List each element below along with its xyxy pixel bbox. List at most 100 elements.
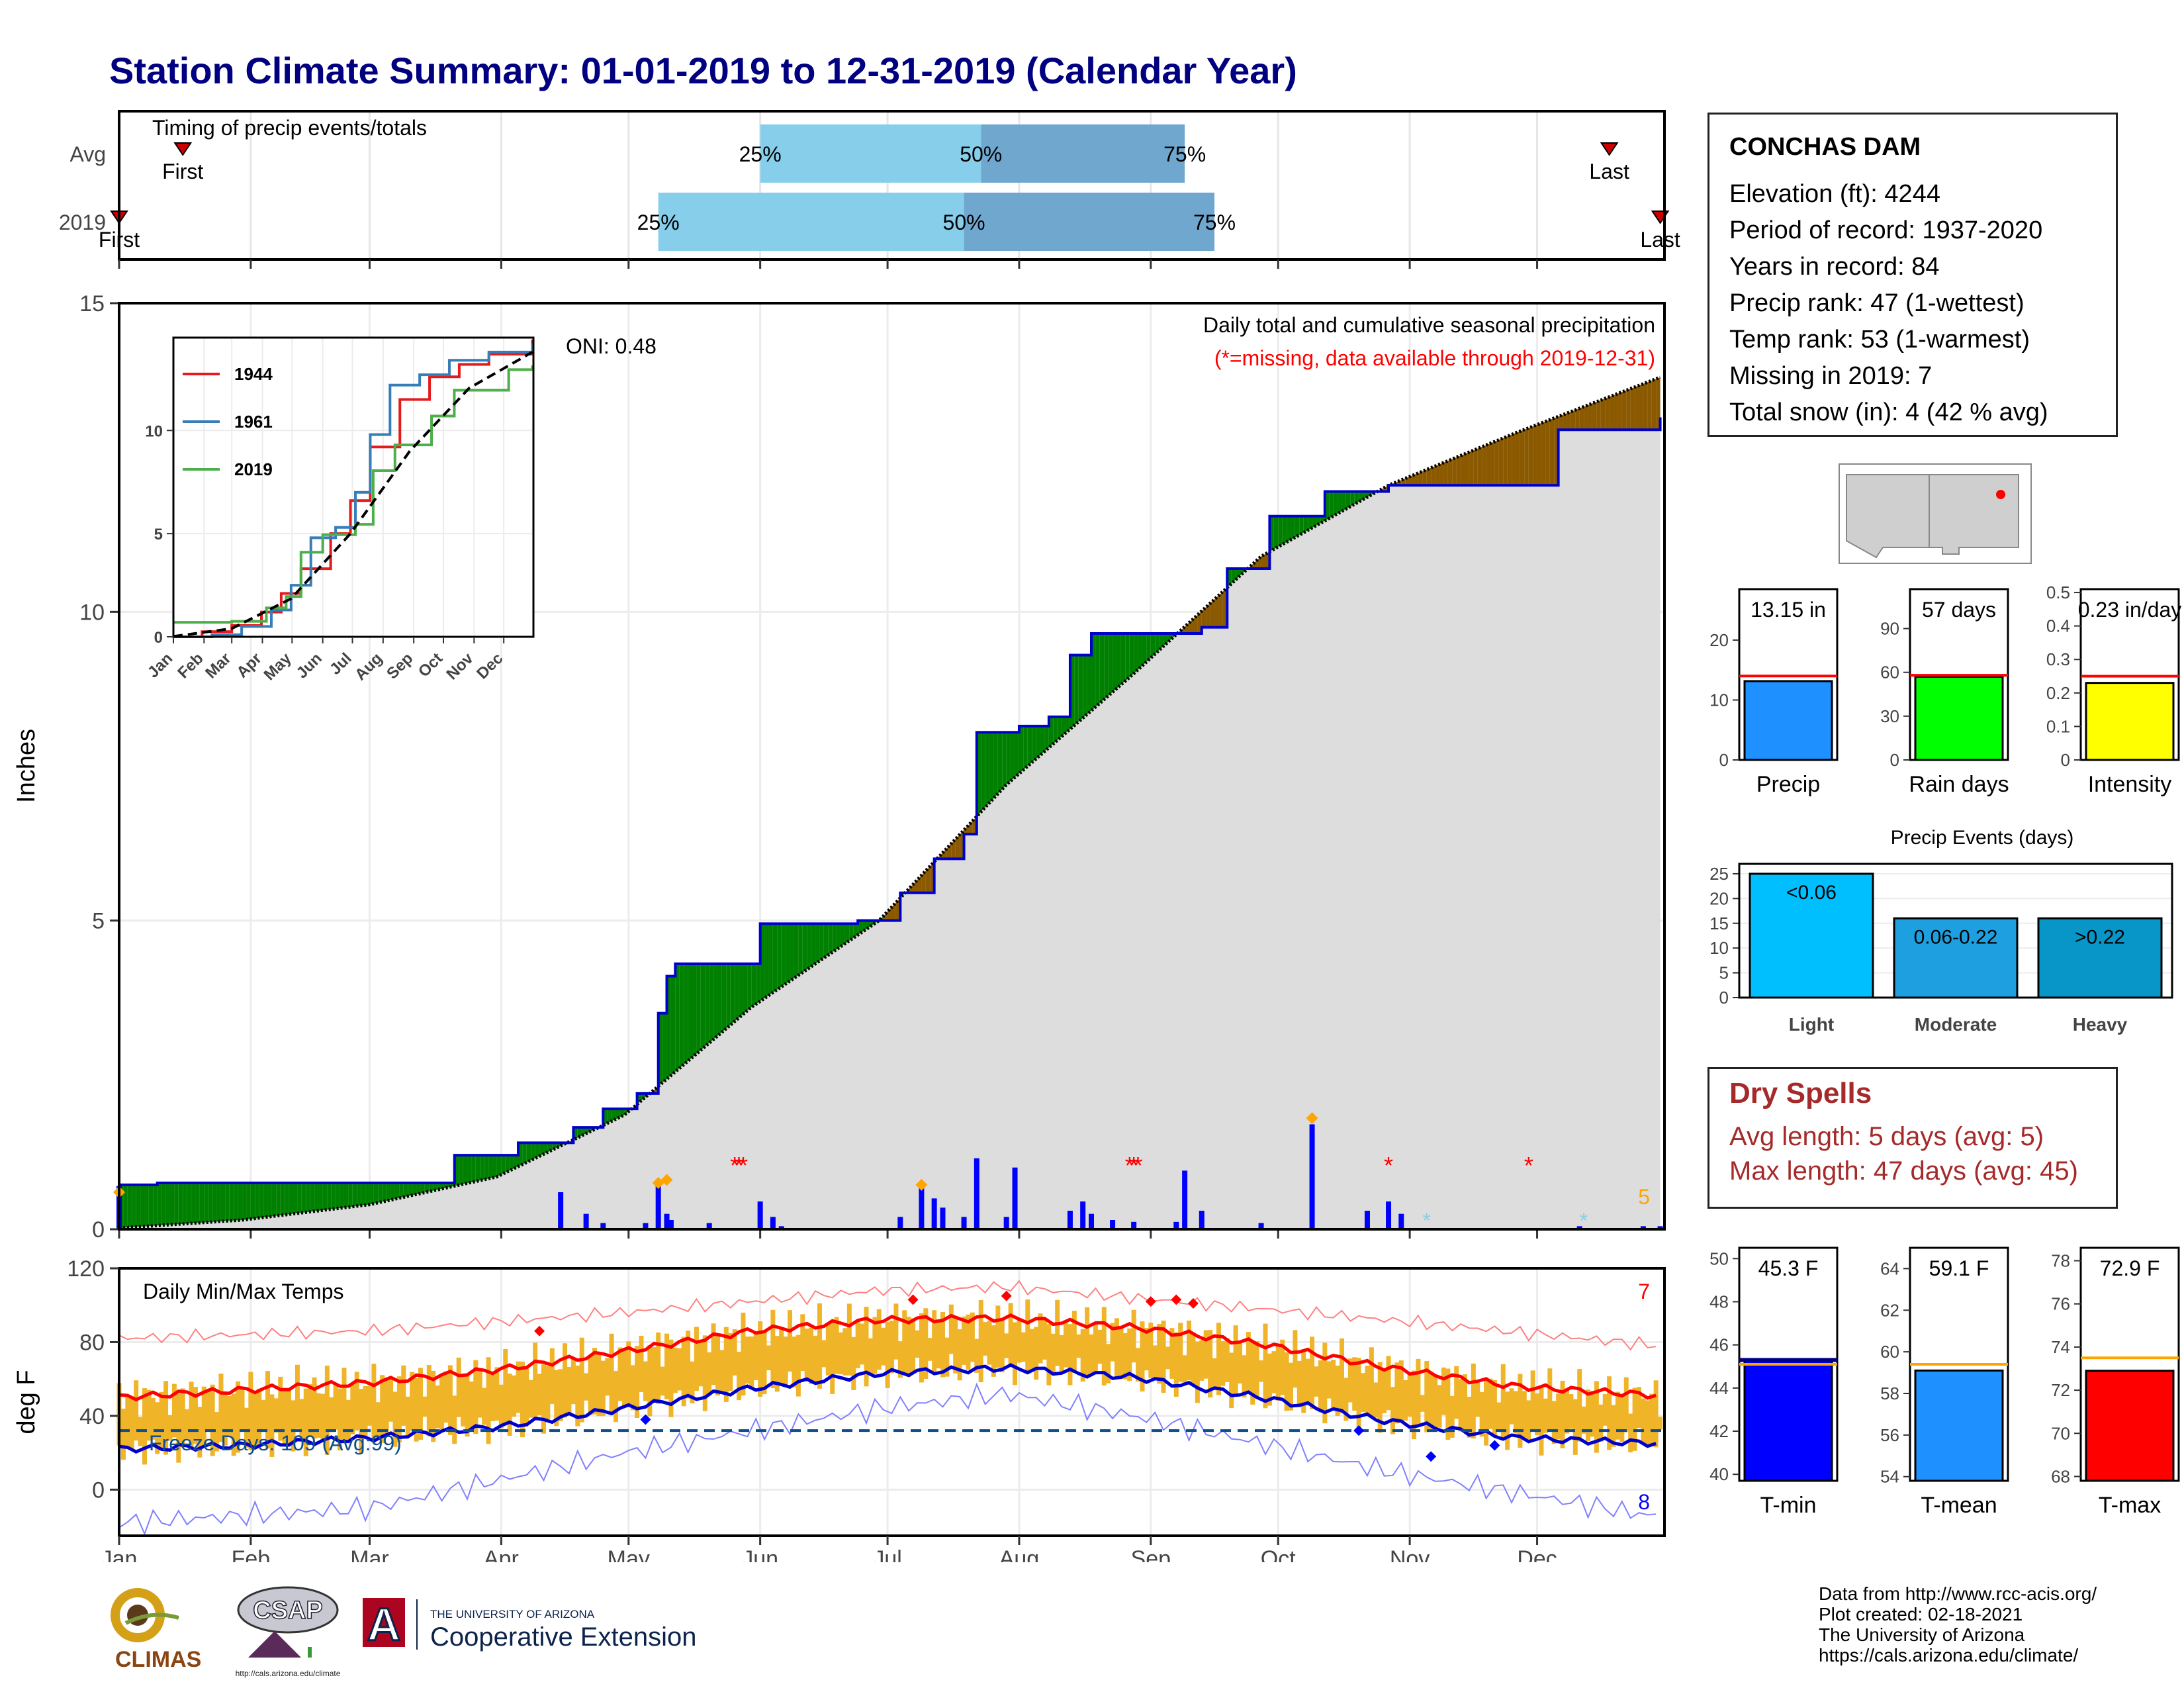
precip-daily-bar bbox=[655, 1183, 661, 1229]
precip-above-average-band bbox=[717, 963, 722, 1036]
precip-above-average-band bbox=[289, 1183, 294, 1215]
temps-daily-range-bar bbox=[452, 1395, 457, 1444]
totals-y-tick-label: 0.4 bbox=[2046, 616, 2070, 636]
precip-above-average-band bbox=[195, 1183, 200, 1223]
precip-above-average-band bbox=[1104, 633, 1109, 700]
temps-daily-range-bar bbox=[533, 1342, 538, 1421]
precip-below-average-band bbox=[1447, 459, 1453, 486]
precip-above-average-band bbox=[684, 963, 688, 1065]
temps-daily-range-bar bbox=[443, 1371, 449, 1423]
temps-daily-range-bar bbox=[906, 1317, 911, 1377]
precip-below-average-band bbox=[913, 880, 917, 893]
temps-daily-range-bar bbox=[876, 1309, 882, 1370]
temps-daily-range-bar bbox=[783, 1336, 788, 1387]
ua-logo-big-text: Cooperative Extension bbox=[430, 1622, 696, 1652]
precip-above-average-band bbox=[1015, 732, 1019, 778]
precip-below-average-band bbox=[1210, 599, 1215, 628]
temps-daily-range-bar bbox=[927, 1338, 933, 1361]
precip-totals-chart: 13.15 in 0 10 20 Precip 57 days 0 30 60 90 Rain da… bbox=[1709, 583, 2181, 797]
station-missing: Missing in 2019: 7 bbox=[1729, 362, 1933, 390]
precip-above-average-band bbox=[348, 1183, 353, 1207]
timing-row-label: Avg bbox=[69, 142, 106, 166]
precip-daily-bar bbox=[600, 1223, 606, 1229]
precip-snow-marker bbox=[1306, 1112, 1318, 1125]
precip-above-average-band bbox=[1120, 633, 1126, 685]
temps-daily-range-bar bbox=[520, 1361, 525, 1438]
precip-above-average-band bbox=[365, 1183, 370, 1205]
temps-daily-range-bar bbox=[1463, 1374, 1468, 1430]
precip-above-average-band bbox=[1138, 633, 1142, 670]
precip-above-average-band bbox=[786, 923, 790, 984]
temps-daily-range-bar bbox=[779, 1329, 784, 1385]
credit-university: The University of Arizona bbox=[1819, 1624, 2025, 1645]
precip-below-average-band bbox=[1533, 424, 1537, 486]
cumulative-precip-chart: *** *** * ** *Daily total and cumulative sea… bbox=[13, 291, 1666, 1243]
timing-2019-last-label: Last bbox=[1640, 228, 1680, 252]
timing-Avg-first-label: First bbox=[162, 160, 203, 183]
temps-daily-range-bar bbox=[1586, 1389, 1591, 1441]
temps-daily-range-bar bbox=[1144, 1328, 1149, 1371]
tsum-y-tick-label: 46 bbox=[1709, 1335, 1729, 1355]
temps-daily-range-bar bbox=[681, 1336, 686, 1407]
temps-daily-range-bar bbox=[796, 1335, 801, 1397]
precip-above-average-band bbox=[297, 1183, 302, 1213]
precip-above-average-band bbox=[433, 1183, 438, 1191]
temps-daily-range-bar bbox=[1208, 1330, 1213, 1398]
temps-daily-range-bar bbox=[660, 1366, 665, 1396]
precip-below-average-band bbox=[1549, 418, 1555, 486]
climas-logo: CLIMAS bbox=[111, 1588, 201, 1672]
precip-above-average-band bbox=[216, 1183, 221, 1222]
temps-daily-range-bar bbox=[516, 1361, 521, 1413]
temps-record-high-marker bbox=[1171, 1294, 1182, 1305]
precip-above-average-band bbox=[225, 1183, 230, 1221]
temps-daily-range-bar bbox=[575, 1365, 580, 1427]
precip-above-average-band bbox=[1338, 491, 1342, 514]
precip-daily-bar bbox=[1657, 1226, 1663, 1229]
precip-above-average-band bbox=[1329, 491, 1334, 519]
temps-daily-range-bar bbox=[1471, 1363, 1476, 1439]
precip-daily-bar bbox=[1012, 1167, 1018, 1229]
precip-above-average-band bbox=[373, 1183, 379, 1204]
temps-daily-range-bar bbox=[278, 1376, 283, 1441]
temps-daily-range-bar bbox=[839, 1332, 844, 1375]
precip-above-average-band bbox=[263, 1183, 268, 1218]
temps-daily-range-bar bbox=[171, 1383, 177, 1438]
tsum-y-tick-label: 74 bbox=[2051, 1337, 2070, 1357]
temps-daily-range-bar bbox=[486, 1357, 491, 1444]
temps-daily-range-bar bbox=[473, 1360, 478, 1434]
precip-above-average-band bbox=[178, 1183, 183, 1225]
precip-above-average-band bbox=[768, 923, 773, 996]
totals-y-tick-label: 0.2 bbox=[2046, 683, 2070, 703]
precip-above-average-band bbox=[1354, 491, 1359, 504]
precip-above-average-band bbox=[271, 1183, 277, 1217]
precip-below-average-band bbox=[1422, 469, 1427, 486]
station-temp-rank: Temp rank: 53 (1-warmest) bbox=[1729, 326, 2030, 353]
tsum-y-tick-label: 42 bbox=[1709, 1421, 1729, 1441]
temps-chart-label: Daily Min/Max Temps bbox=[143, 1280, 343, 1303]
temps-daily-range-bar bbox=[563, 1343, 568, 1418]
precip-above-average-band bbox=[993, 732, 998, 798]
temps-daily-range-bar bbox=[1305, 1358, 1310, 1405]
temps-daily-range-bar bbox=[609, 1333, 614, 1415]
temps-daily-range-bar bbox=[1301, 1352, 1306, 1413]
temps-daily-range-bar bbox=[999, 1319, 1005, 1373]
inset-average-line bbox=[173, 351, 533, 638]
precip-missing-marker: * bbox=[730, 1152, 739, 1179]
temps-daily-range-bar bbox=[426, 1365, 432, 1436]
precip-above-average-band bbox=[505, 1155, 510, 1173]
precip-above-average-band bbox=[1006, 732, 1011, 785]
temps-daily-range-bar bbox=[702, 1335, 707, 1411]
precip-above-average-band bbox=[794, 923, 799, 978]
temps-daily-range-bar bbox=[269, 1394, 275, 1457]
temps-daily-range-bar bbox=[227, 1396, 232, 1438]
temps-daily-range-bar bbox=[282, 1387, 287, 1444]
precip-chart-label: Daily total and cumulative seasonal prec… bbox=[1203, 313, 1655, 337]
precip-above-average-band bbox=[756, 963, 760, 1004]
temps-daily-range-bar bbox=[1492, 1380, 1497, 1435]
precip-above-average-band bbox=[387, 1183, 391, 1201]
temps-daily-range-bar bbox=[1369, 1347, 1374, 1418]
station-years: Years in record: 84 bbox=[1729, 253, 1940, 281]
precip-below-average-band bbox=[1503, 436, 1508, 486]
temps-daily-range-bar bbox=[809, 1327, 814, 1384]
temps-daily-range-bar bbox=[1335, 1365, 1340, 1417]
